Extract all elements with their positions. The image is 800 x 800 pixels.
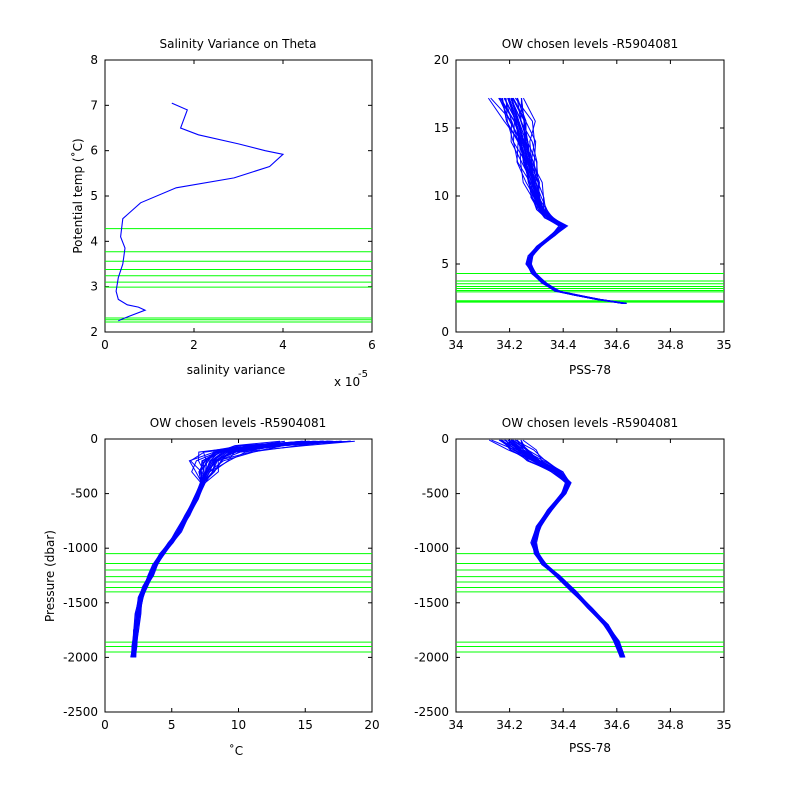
axis-ticks: 34 34.2 34.4 34.6 34.8 35 0 5 10 15 20 xyxy=(434,53,732,352)
y-tick-label: 6 xyxy=(90,144,98,158)
x-exponent-label: x 10 xyxy=(334,375,360,389)
chart-title: OW chosen levels -R5904081 xyxy=(502,416,678,430)
profile-line xyxy=(134,440,355,658)
data-series xyxy=(130,440,355,658)
x-tick-label: 6 xyxy=(368,338,376,352)
y-tick-label: -1500 xyxy=(63,596,98,610)
y-tick-label: 0 xyxy=(441,325,449,339)
y-tick-label: 10 xyxy=(434,189,449,203)
y-tick-label: 0 xyxy=(90,432,98,446)
x-tick-label: 34.2 xyxy=(496,338,523,352)
y-tick-label: 3 xyxy=(90,280,98,294)
x-tick-label: 0 xyxy=(101,338,109,352)
profile-line xyxy=(520,439,624,658)
y-tick-label: 5 xyxy=(90,189,98,203)
plot-area xyxy=(104,438,373,713)
y-tick-label: 0 xyxy=(441,432,449,446)
x-tick-label: 34 xyxy=(448,338,463,352)
panel-salinity-variance: Salinity Variance on Theta salinity vari… xyxy=(70,37,376,389)
y-tick-label: -2500 xyxy=(414,705,449,719)
x-exponent-power: -5 xyxy=(358,369,368,380)
y-tick-label: 4 xyxy=(90,234,98,248)
y-tick-label: -1000 xyxy=(63,541,98,555)
x-tick-label: 34 xyxy=(448,718,463,732)
x-axis-label: PSS-78 xyxy=(569,741,611,755)
x-tick-label: 4 xyxy=(279,338,287,352)
x-tick-label: 5 xyxy=(168,718,176,732)
plot-area xyxy=(455,438,725,713)
x-tick-label: 34.2 xyxy=(496,718,523,732)
y-tick-label: -2000 xyxy=(63,650,98,664)
y-tick-label: -500 xyxy=(422,487,449,501)
plot-area xyxy=(455,59,725,333)
y-axis-label: Pressure (dbar) xyxy=(43,530,57,622)
x-tick-label: 35 xyxy=(716,718,731,732)
x-tick-label: 15 xyxy=(298,718,313,732)
chart-title: OW chosen levels -R5904081 xyxy=(502,37,678,51)
panel-pressure-salinity: OW chosen levels -R5904081 PSS-78 34 34.2… xyxy=(414,416,732,755)
y-tick-label: -2000 xyxy=(414,650,449,664)
profile-line xyxy=(134,440,351,658)
chart-title: Salinity Variance on Theta xyxy=(160,37,317,51)
x-tick-label: 34.4 xyxy=(550,718,577,732)
y-tick-label: -500 xyxy=(71,487,98,501)
y-tick-label: -1000 xyxy=(414,541,449,555)
x-axis-label: ˚C xyxy=(229,743,243,758)
x-tick-label: 34.6 xyxy=(603,718,630,732)
axis-ticks: 34 34.2 34.4 34.6 34.8 35 -2500 -2000 -1500 -1000… xyxy=(414,432,732,732)
chosen-levels xyxy=(105,228,372,323)
data-series xyxy=(487,97,627,304)
x-tick-label: 0 xyxy=(101,718,109,732)
axis-ticks: 0 5 10 15 20 -2500 -2000 -1500 -1000 -500 0 xyxy=(63,432,380,732)
profile-line xyxy=(520,98,627,304)
plot-area xyxy=(104,59,373,333)
chosen-levels xyxy=(456,553,724,653)
y-tick-label: 2 xyxy=(90,325,98,339)
panel-pressure-temperature: OW chosen levels -R5904081 ˚C Pressure (… xyxy=(43,416,380,758)
x-tick-label: 34.4 xyxy=(550,338,577,352)
chosen-levels xyxy=(105,553,372,653)
x-axis-label: salinity variance xyxy=(187,363,286,377)
y-tick-label: 20 xyxy=(434,53,449,67)
y-tick-label: 7 xyxy=(90,98,98,112)
panel-theta-salinity: OW chosen levels -R5904081 PSS-78 34 34.2… xyxy=(434,37,732,377)
x-tick-label: 34.6 xyxy=(603,338,630,352)
x-tick-label: 2 xyxy=(190,338,198,352)
x-axis-label: PSS-78 xyxy=(569,363,611,377)
y-tick-label: -1500 xyxy=(414,596,449,610)
y-axis-label: Potential temp (˚C) xyxy=(70,138,85,253)
data-series xyxy=(488,439,626,658)
y-tick-label: 5 xyxy=(441,257,449,271)
x-tick-label: 10 xyxy=(231,718,246,732)
x-tick-label: 35 xyxy=(716,338,731,352)
chosen-levels xyxy=(456,273,724,303)
data-series xyxy=(115,102,285,322)
x-tick-label: 34.8 xyxy=(657,338,684,352)
variance-profile xyxy=(115,102,285,322)
x-tick-label: 34.8 xyxy=(657,718,684,732)
y-tick-label: 15 xyxy=(434,121,449,135)
y-tick-label: 8 xyxy=(90,53,98,67)
x-tick-label: 20 xyxy=(364,718,379,732)
chart-title: OW chosen levels -R5904081 xyxy=(150,416,326,430)
y-tick-label: -2500 xyxy=(63,705,98,719)
